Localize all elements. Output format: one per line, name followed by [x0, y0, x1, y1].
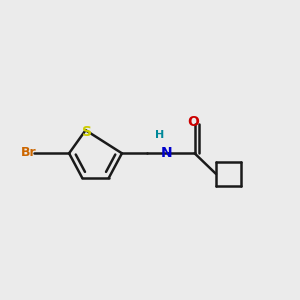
Text: S: S	[82, 125, 92, 139]
Text: N: N	[161, 146, 172, 160]
Text: H: H	[155, 130, 164, 140]
Text: O: O	[187, 115, 199, 129]
Text: Br: Br	[21, 146, 36, 159]
